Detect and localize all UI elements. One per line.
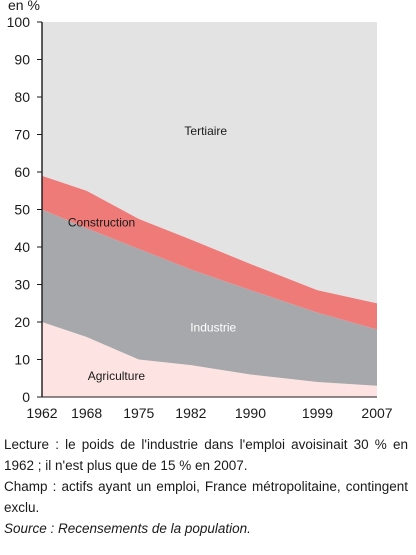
chart-notes: Lecture : le poids de l'industrie dans l… — [4, 434, 408, 539]
area-label-industrie: Industrie — [190, 321, 236, 335]
y-tick-label-60: 60 — [14, 164, 30, 180]
x-tick-label-1968: 1968 — [71, 405, 102, 420]
source-note: Source : Recensements de la population. — [4, 521, 251, 536]
area-label-agriculture: Agriculture — [88, 369, 146, 383]
y-tick-label-30: 30 — [14, 277, 30, 293]
y-tick-label-70: 70 — [14, 127, 30, 143]
area-construction — [42, 175, 377, 330]
area-label-tertiaire: Tertiaire — [184, 124, 227, 138]
x-tick-label-1975: 1975 — [123, 405, 154, 420]
x-tick-label-1982: 1982 — [175, 405, 206, 420]
y-tick-label-50: 50 — [14, 202, 30, 218]
y-axis-unit-label: en % — [8, 0, 40, 13]
x-tick-label-1990: 1990 — [235, 405, 266, 420]
y-tick-label-80: 80 — [14, 89, 30, 105]
y-tick-label-90: 90 — [14, 52, 30, 68]
y-tick-label-20: 20 — [14, 314, 30, 330]
y-tick-label-100: 100 — [7, 14, 31, 30]
stacked-area-chart: 0 10 20 30 40 50 60 70 80 90 100 en % 1962 1968 1975 19… — [7, 0, 393, 420]
area-industrie — [42, 209, 377, 386]
lecture-note: Lecture : le poids de l'industrie dans l… — [4, 437, 408, 473]
x-tick-label-1962: 1962 — [26, 405, 57, 420]
area-label-construction: Construction — [68, 216, 135, 230]
x-tick-label-2007: 2007 — [361, 405, 392, 420]
area-tertiaire — [42, 22, 377, 304]
y-tick-label-10: 10 — [14, 352, 30, 368]
area-agriculture — [42, 322, 377, 397]
y-tick-label-0: 0 — [22, 389, 30, 405]
champ-note: Champ : actifs ayant un emploi, France m… — [4, 479, 408, 515]
x-tick-label-1999: 1999 — [302, 405, 333, 420]
y-tick-label-40: 40 — [14, 239, 30, 255]
